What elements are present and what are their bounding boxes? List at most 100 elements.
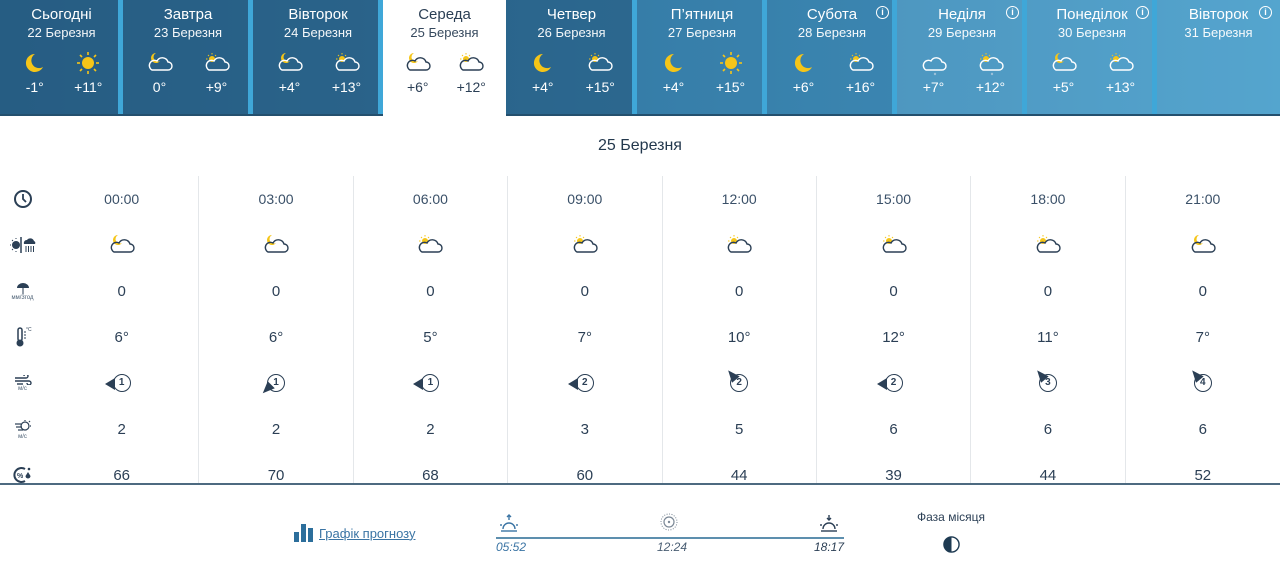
wind-cell: 1 [45,360,198,406]
forecast-chart-link[interactable]: Графік прогнозу [294,524,415,542]
temp-value: 6° [268,328,284,346]
umbrella-icon [16,282,29,294]
max-temp: +15° [715,79,746,95]
wind-direction-icon: 2 [724,367,749,392]
sun-rain-icon [9,237,35,253]
max-temp: +16° [845,79,876,95]
hour-column: 06:00 0 5° 1 2 68 [354,176,509,484]
wind-speed: 2 [736,377,742,388]
hour-time: 00:00 [104,191,140,207]
temp-value: 10° [727,328,751,346]
day-tab-1[interactable]: Сьогодні 22 Березня -1° +11° [0,0,123,114]
gust-value: 2 [271,420,281,438]
day-tab-4[interactable]: Середа 25 Березня +6° +12° [383,0,506,116]
day-tab-8[interactable]: Неділя 29 Березня i +7° +12° [897,0,1027,114]
wind-cell: 2 [508,360,661,406]
precip-row-label: мм/3год [0,268,45,314]
wind-speed: 3 [1045,377,1051,388]
day-date: 25 Березня [410,25,479,40]
info-icon[interactable]: i [1006,6,1019,19]
hour-time: 12:00 [721,191,757,207]
day-name: Сьогодні [31,6,92,23]
day-date: 31 Березня [1184,25,1253,40]
info-icon[interactable]: i [1136,6,1149,19]
hour-time: 03:00 [258,191,294,207]
wind-speed: 1 [427,377,434,388]
humidity-value: 52 [1194,466,1212,484]
gust-value: 2 [426,420,435,438]
day-date: 27 Березня [667,25,737,40]
wind-cell: 2 [817,360,970,406]
day-name: Неділя [938,6,986,23]
hour-column: 18:00 0 11° 3 6 44 [971,176,1126,484]
precip-value: 0 [1043,282,1053,300]
min-temp: +6° [406,79,429,95]
day-tab-10[interactable]: Вівторок 31 Березня i [1157,0,1280,114]
sun-cloud-icon [508,222,661,268]
humidity-value: 66 [113,466,131,484]
temp-value: 5° [423,328,438,346]
sun-icon [62,50,116,74]
day-tab-7[interactable]: Субота 28 Березня i +6° +16° [767,0,897,114]
hour-column: 15:00 0 12° 2 6 39 [817,176,972,484]
day-date: 23 Березня [153,25,223,40]
day-date: 30 Березня [1057,25,1127,40]
tab-separator [892,0,897,114]
info-icon[interactable]: i [1259,6,1272,19]
wind-cell: 1 [354,360,507,406]
wind-direction-icon: 2 [567,374,594,392]
wind-speed: 1 [118,377,125,388]
sun-cloud-rain-icon [962,50,1019,76]
noon-time: 12:24 [657,540,688,554]
day-name: Четвер [546,6,597,23]
wind-direction-icon: 4 [1188,367,1212,392]
moon-icon [645,50,702,74]
gust-value: 3 [580,420,589,438]
min-temp: +6° [792,79,815,95]
wind-row-label: м/с [0,360,45,406]
tab-separator [1022,0,1027,114]
moon-cloud-icon [1126,222,1280,268]
sun-cloud-icon [318,50,375,74]
temp-value: 6° [114,328,129,346]
day-date: 22 Березня [27,25,96,40]
moon-cloud-icon [131,50,188,74]
day-tab-6[interactable]: П’ятниця 27 Березня +4° +15° [637,0,767,114]
humidity-value: 44 [1039,466,1057,484]
hour-column: 09:00 0 7° 2 3 60 [508,176,663,484]
day-tab-5[interactable]: Четвер 26 Березня +4° +15° [506,0,637,114]
wind-speed: 4 [1200,377,1206,388]
wind-speed: 2 [890,377,897,388]
hour-time: 06:00 [412,191,448,207]
sun-cloud-icon [817,222,970,268]
gust-value: 2 [117,420,126,438]
gust-row-label: м/с [0,406,45,452]
selected-date-title: 25 Березня [598,137,682,154]
day-date: 28 Березня [797,25,867,40]
temp-value: 7° [577,328,592,346]
day-tab-9[interactable]: Понеділок 30 Березня i +5° +13° [1027,0,1157,114]
info-icon[interactable]: i [876,6,889,19]
wind-speed: 1 [273,377,279,388]
temp-value: 11° [1037,328,1059,346]
wind-gust-icon [14,419,31,431]
gust-value: 6 [1198,420,1207,438]
day-tab-2[interactable]: Завтра 23 Березня 0° +9° [123,0,253,114]
hour-time: 15:00 [876,191,912,207]
max-temp: +13° [1105,79,1136,95]
hour-time: 09:00 [567,191,603,207]
tab-separator [632,0,637,114]
hour-time: 21:00 [1185,191,1221,207]
min-temp: +4° [531,79,554,95]
precip-value: 0 [580,282,589,300]
wind-direction-icon: 3 [1033,367,1057,392]
gust-value: 6 [889,420,898,438]
max-temp: +12° [456,79,486,95]
day-name: Субота [806,6,858,23]
thermometer-icon: °C [16,327,31,347]
max-temp: +15° [585,79,615,95]
sun-cloud-icon [971,222,1124,268]
hour-column: 12:00 0 10° 2 5 44 [663,176,817,484]
moon-cloud-icon [45,222,198,268]
day-tab-3[interactable]: Вівторок 24 Березня +4° +13° [253,0,383,114]
